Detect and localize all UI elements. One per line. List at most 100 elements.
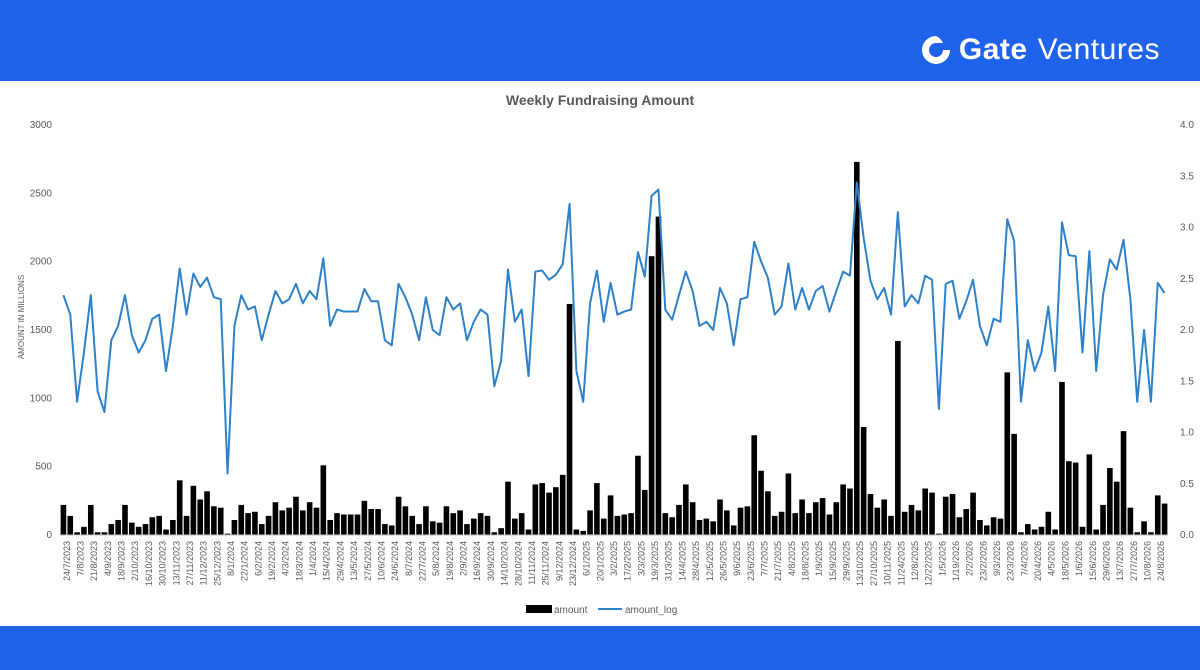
y-tick-label: 1000 xyxy=(30,393,53,404)
x-tick-label: 28/10/2024 xyxy=(513,541,523,586)
x-tick-label: 30/9/2024 xyxy=(486,541,496,581)
bar xyxy=(1113,481,1120,535)
legend-label-amount: amount xyxy=(554,605,588,616)
bar xyxy=(505,481,511,535)
bar xyxy=(1066,461,1072,535)
x-tick-label: 23/6/2025 xyxy=(746,541,756,581)
bar xyxy=(929,492,935,535)
brand-logo-group: Gate Ventures xyxy=(919,30,1160,70)
x-tick-label: 1/19/2026 xyxy=(951,541,961,581)
x-tick-label: 3/3/2025 xyxy=(636,541,646,576)
x-tick-label: 21/7/2025 xyxy=(773,541,783,581)
footer-band xyxy=(0,626,1200,670)
bar xyxy=(922,488,928,535)
bar xyxy=(676,504,682,535)
bar xyxy=(518,513,525,535)
bar xyxy=(1059,381,1065,535)
bar xyxy=(470,518,477,535)
bar xyxy=(245,513,251,535)
x-tick-label: 7/7/2025 xyxy=(759,541,769,576)
bar xyxy=(1154,495,1161,535)
bar xyxy=(730,525,737,535)
bar xyxy=(1093,529,1099,535)
bar xyxy=(402,506,409,535)
bar xyxy=(963,509,970,535)
bar xyxy=(87,504,94,535)
x-tick-label: 11/24/2025 xyxy=(896,541,906,585)
bar xyxy=(238,504,245,535)
x-tick-label: 9/12/2024 xyxy=(554,541,564,581)
bar xyxy=(265,515,272,535)
y-tick-label: 3000 xyxy=(30,120,53,131)
bar xyxy=(806,513,812,535)
bar xyxy=(724,510,730,535)
bar xyxy=(457,510,463,535)
bar xyxy=(293,496,299,535)
bar xyxy=(512,518,518,535)
x-tick-label: 16/9/2024 xyxy=(472,541,482,581)
x-tick-label: 6/1/2025 xyxy=(582,541,592,576)
bar xyxy=(272,502,279,535)
x-tick-label: 30/10/2023 xyxy=(158,541,168,586)
bar xyxy=(375,509,381,535)
bar xyxy=(443,506,450,535)
bar xyxy=(204,491,210,535)
x-tick-label: 27/11/2023 xyxy=(185,541,195,585)
bar xyxy=(94,532,101,535)
bar xyxy=(74,532,80,535)
bar xyxy=(1148,532,1154,535)
bar xyxy=(1079,526,1086,535)
x-tick-label: 18/9/2023 xyxy=(117,541,127,581)
bar xyxy=(1038,526,1045,535)
bar xyxy=(498,528,504,535)
bar xyxy=(423,506,429,535)
bar xyxy=(224,533,231,535)
x-tick-label: 23/12/2024 xyxy=(568,541,578,586)
bar xyxy=(737,507,744,535)
y2-tick-label: 0.5 xyxy=(1180,479,1194,490)
x-tick-label: 9/3/2026 xyxy=(992,541,1002,576)
bar xyxy=(594,483,600,535)
x-tick-label: 14/4/2025 xyxy=(677,541,687,581)
bar xyxy=(190,485,197,535)
bar xyxy=(1052,529,1058,535)
bar xyxy=(388,525,395,535)
x-tick-label: 29/4/2024 xyxy=(335,541,345,581)
bar xyxy=(881,499,887,535)
x-tick-label: 24/8/2026 xyxy=(1156,541,1166,581)
bar xyxy=(628,513,634,535)
x-tick-label: 10/6/2024 xyxy=(376,541,386,581)
x-tick-label: 23/2/2026 xyxy=(978,541,988,581)
x-tick-label: 22/7/2024 xyxy=(417,541,427,581)
x-tick-label: 25/11/2024 xyxy=(541,541,551,585)
bar xyxy=(67,515,74,535)
bar xyxy=(115,519,121,535)
bar xyxy=(587,510,593,535)
bar xyxy=(1011,433,1017,535)
chart-title: Weekly Fundraising Amount xyxy=(506,92,695,108)
bar xyxy=(840,484,846,535)
x-tick-label: 6/2/2024 xyxy=(253,541,263,576)
x-tick-label: 1/9/2025 xyxy=(814,541,824,576)
bar xyxy=(860,427,867,535)
bar xyxy=(1072,462,1079,535)
legend-label-amount-log: amount_log xyxy=(625,605,677,616)
bar xyxy=(1107,468,1113,535)
bar xyxy=(765,491,771,535)
x-tick-label: 10/8/2026 xyxy=(1142,541,1152,581)
brand-name: Gate xyxy=(958,33,1028,66)
x-tick-label: 20/4/2026 xyxy=(1033,541,1043,581)
bar xyxy=(217,507,224,535)
bar xyxy=(334,513,340,535)
bar xyxy=(279,510,286,535)
bar xyxy=(477,513,484,535)
x-tick-label: 18/8/2025 xyxy=(801,541,811,581)
bar xyxy=(833,502,840,535)
bar xyxy=(306,502,313,535)
bar xyxy=(60,504,67,535)
y2-tick-label: 0.0 xyxy=(1180,530,1194,541)
bar xyxy=(101,532,108,535)
x-tick-label: 1/5/2026 xyxy=(937,541,947,576)
bar xyxy=(648,256,655,535)
x-tick-label: 23/3/2026 xyxy=(1006,541,1016,581)
